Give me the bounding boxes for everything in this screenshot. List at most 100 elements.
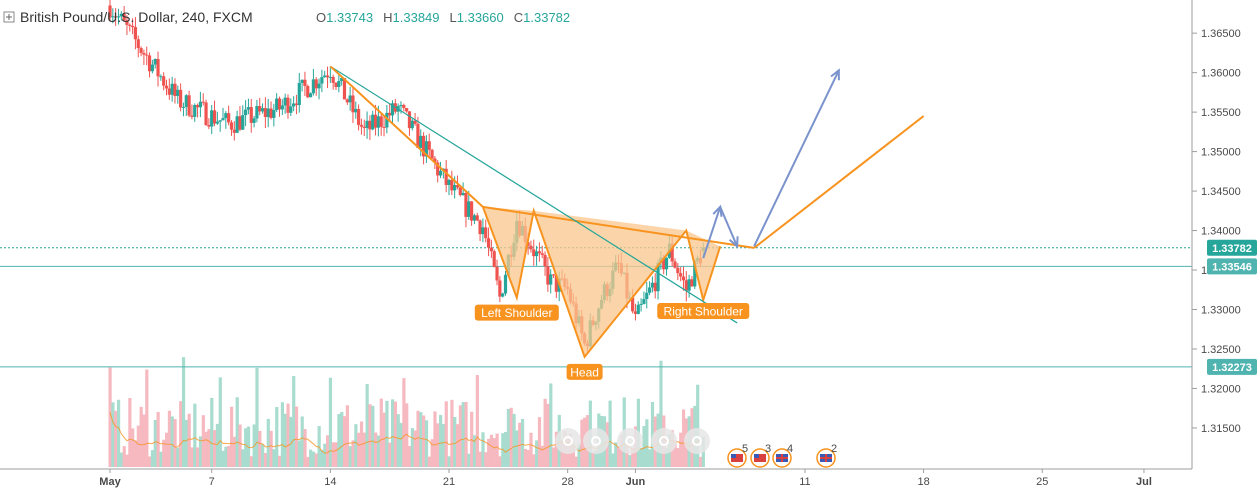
- candle: [673, 258, 677, 269]
- candle-body: [464, 192, 468, 217]
- candle: [402, 103, 406, 112]
- candle-body: [455, 185, 460, 188]
- candle-body: [537, 251, 541, 254]
- projection-line[interactable]: [753, 115, 925, 249]
- fit-button[interactable]: [651, 428, 677, 454]
- pattern-label-head[interactable]: Head: [566, 363, 603, 380]
- right-shoulder-area[interactable]: [686, 230, 721, 301]
- candle-body: [647, 287, 652, 293]
- scroll-end-button[interactable]: [684, 428, 710, 454]
- volume-bar: [150, 450, 155, 467]
- volume-bar: [698, 456, 703, 467]
- event-marker[interactable]: 4: [772, 443, 793, 468]
- candle-body: [131, 25, 135, 28]
- forecast-arrow[interactable]: [719, 206, 739, 247]
- candle-body: [642, 299, 646, 304]
- price-tag: [1207, 258, 1257, 275]
- candle-body: [195, 105, 200, 108]
- forecast-arrow[interactable]: [753, 69, 840, 247]
- pattern-label-right-shoulder[interactable]: Right Shoulder: [657, 303, 750, 320]
- x-tick-label: 21: [443, 476, 455, 488]
- candle: [424, 135, 428, 163]
- candle: [331, 74, 335, 90]
- reset-icon: [591, 436, 601, 446]
- volume-bar: [424, 420, 429, 467]
- x-tick-label: 11: [799, 476, 810, 488]
- pattern-outline[interactable]: [481, 206, 722, 359]
- candle: [300, 79, 304, 92]
- candle: [359, 118, 364, 135]
- candle-body: [275, 98, 279, 110]
- candle-body: [125, 20, 129, 25]
- candle: [647, 281, 652, 296]
- arrow-head-icon: [830, 68, 840, 81]
- volume-bar: [354, 424, 358, 467]
- event-count: 4: [787, 443, 793, 455]
- candle: [159, 74, 163, 81]
- trendline[interactable]: [330, 65, 738, 324]
- events-layer[interactable]: 5 3 4 2: [727, 443, 837, 468]
- event-marker[interactable]: 2: [816, 443, 837, 468]
- volume-bar: [311, 451, 316, 467]
- volume-bar: [131, 428, 135, 467]
- volume-bar: [241, 449, 245, 467]
- volume-bar: [520, 418, 525, 467]
- price-tag-text: 1.33546: [1212, 261, 1252, 273]
- volume-bar: [170, 416, 174, 467]
- candle: [325, 66, 330, 89]
- volume-bar: [523, 448, 527, 467]
- candle: [258, 97, 262, 116]
- legend-interval: 240: [182, 9, 206, 25]
- candle-body: [679, 273, 683, 277]
- scroll-left-button[interactable]: [555, 428, 581, 454]
- candle: [114, 8, 118, 26]
- reset-button[interactable]: [583, 428, 609, 454]
- candle: [232, 121, 236, 141]
- drawings-layer[interactable]: Left Shoulder Head Right Shoulder: [329, 65, 925, 380]
- pattern-entry-leg[interactable]: [329, 65, 484, 208]
- candle-body: [122, 13, 126, 21]
- volume-bar: [142, 414, 146, 467]
- volume-bar: [218, 377, 222, 467]
- candle: [546, 256, 550, 292]
- candle-body: [114, 16, 118, 18]
- volume-bar: [294, 406, 299, 467]
- volume-bar: [244, 428, 248, 467]
- price-tag-text: 1.32273: [1212, 362, 1252, 374]
- candle-body: [470, 201, 474, 221]
- candle: [529, 240, 533, 253]
- forecast-arrow[interactable]: [702, 206, 722, 259]
- candle: [156, 51, 160, 87]
- x-tick-label: 7: [209, 476, 215, 488]
- candle-body: [150, 64, 154, 72]
- scroll-right-button[interactable]: [617, 428, 643, 454]
- candle-body: [311, 79, 315, 94]
- volume-bar: [681, 409, 686, 467]
- candle: [436, 160, 440, 183]
- candle: [690, 276, 694, 287]
- candle-body: [283, 97, 287, 106]
- navigation-bar[interactable]: [555, 428, 710, 454]
- candle-body: [385, 112, 389, 128]
- candle-body: [645, 292, 649, 300]
- candle: [164, 79, 169, 96]
- nav-button-bg: [651, 428, 677, 454]
- candle: [289, 98, 293, 117]
- candle: [294, 94, 299, 115]
- legend-symbol[interactable]: British Pound/U.S. Dollar: [20, 9, 175, 25]
- pattern-label-left-shoulder[interactable]: Left Shoulder: [474, 304, 559, 321]
- candle-body: [475, 215, 479, 221]
- event-marker[interactable]: 3: [750, 443, 771, 468]
- x-tick-label: 25: [1036, 476, 1048, 488]
- volume-bar: [676, 448, 680, 467]
- candle: [484, 219, 488, 243]
- volume-bar: [323, 443, 327, 467]
- candle-body: [461, 192, 465, 196]
- volume-bar: [532, 454, 536, 467]
- candle: [179, 83, 183, 112]
- candle-body: [306, 86, 310, 98]
- candle-body: [294, 103, 299, 106]
- candle-body: [232, 129, 236, 133]
- event-marker[interactable]: 5: [727, 443, 748, 468]
